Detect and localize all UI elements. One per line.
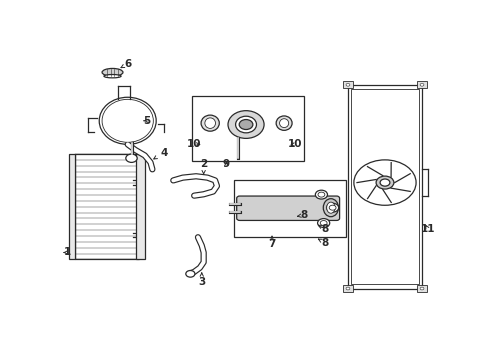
Text: 8: 8 <box>318 238 329 248</box>
Text: 2: 2 <box>200 159 207 174</box>
Text: 5: 5 <box>143 116 150 126</box>
Bar <box>74 154 139 260</box>
Ellipse shape <box>326 203 339 212</box>
Ellipse shape <box>329 205 336 210</box>
Text: 10: 10 <box>187 139 201 149</box>
Bar <box>69 154 75 260</box>
Circle shape <box>346 287 350 290</box>
Bar <box>192 96 304 161</box>
Ellipse shape <box>276 116 292 130</box>
Ellipse shape <box>323 199 339 217</box>
Bar <box>343 285 352 292</box>
Circle shape <box>376 176 394 189</box>
Ellipse shape <box>316 190 327 199</box>
Circle shape <box>126 154 137 162</box>
Ellipse shape <box>102 99 153 142</box>
Ellipse shape <box>205 118 216 129</box>
Circle shape <box>420 287 424 290</box>
Bar <box>234 180 346 237</box>
Text: 3: 3 <box>198 273 205 287</box>
Bar <box>136 154 145 260</box>
Bar <box>343 81 352 88</box>
Text: 4: 4 <box>154 148 168 159</box>
Text: 1: 1 <box>63 247 71 257</box>
Ellipse shape <box>318 219 330 228</box>
Circle shape <box>346 84 350 86</box>
Bar <box>417 285 427 292</box>
Text: 10: 10 <box>288 139 302 149</box>
Ellipse shape <box>236 116 256 133</box>
Text: 8: 8 <box>297 210 308 220</box>
Bar <box>417 81 427 88</box>
Ellipse shape <box>318 192 325 197</box>
Text: 7: 7 <box>269 236 276 249</box>
Ellipse shape <box>327 202 335 213</box>
Text: 9: 9 <box>223 159 230 169</box>
Bar <box>351 89 419 284</box>
Text: 11: 11 <box>420 224 435 234</box>
Bar <box>348 85 422 288</box>
Ellipse shape <box>280 119 289 127</box>
Circle shape <box>239 120 253 130</box>
Ellipse shape <box>201 115 220 131</box>
Ellipse shape <box>320 221 327 225</box>
Circle shape <box>186 270 195 277</box>
Ellipse shape <box>104 75 121 78</box>
Text: 6: 6 <box>121 59 131 69</box>
Circle shape <box>380 179 390 186</box>
FancyBboxPatch shape <box>237 196 340 220</box>
Text: 8: 8 <box>318 224 329 234</box>
Circle shape <box>420 84 424 86</box>
Ellipse shape <box>99 97 156 144</box>
Circle shape <box>354 160 416 205</box>
Ellipse shape <box>102 68 123 76</box>
Ellipse shape <box>228 111 264 138</box>
